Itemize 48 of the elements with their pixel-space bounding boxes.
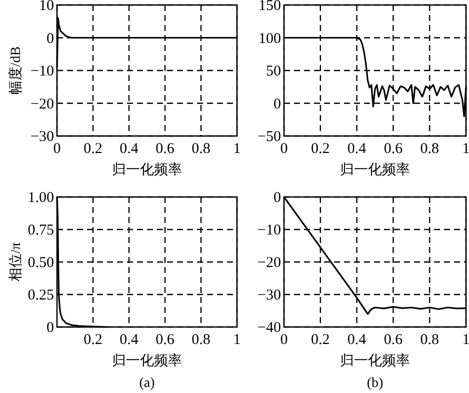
x-tick-label: 1 [462,141,469,157]
x-axis-title: 归一化频率 [340,353,410,369]
y-tick-label: 0.75 [28,222,54,238]
y-tick-label: 100 [258,30,281,47]
x-tick-label: 0.6 [384,141,404,157]
text: (a) [139,376,156,391]
x-tick-label: 1 [233,141,241,157]
x-tick-label: 0.2 [84,332,102,348]
x-tick-label: 0.8 [420,141,439,157]
x-tick-label: 0.6 [156,141,175,157]
y-axis-title: 幅度/dB [8,46,24,95]
y-tick-label: 50 [266,64,281,80]
y-tick-label: 0.50 [28,255,54,271]
y-tick-label: −20 [30,96,54,112]
y-tick-label: −10 [258,222,281,238]
x-tick-label: 0.8 [192,332,210,348]
y-tick-label: −50 [258,129,281,145]
x-axis-title: 归一化频率 [340,162,410,178]
y-tick-label: −30 [30,129,54,145]
text: (b) [366,376,384,391]
y-tick-label: 10 [39,0,54,14]
x-tick-label: 0.4 [347,332,367,348]
x-tick-label: 0.6 [156,332,175,348]
x-tick-label: 0.4 [120,332,139,348]
y-tick-label: 150 [258,0,281,14]
x-axis-title: 归一化频率 [112,353,182,369]
y-tick-label: −10 [30,64,54,80]
y-tick-label: 0 [274,96,281,112]
y-tick-label: 0 [274,190,281,206]
y-tick-label: −40 [258,320,281,336]
y-tick-label: 0 [46,30,54,47]
y-axis-title: 相位/π [8,242,24,282]
x-tick-label: 0.2 [84,141,102,157]
y-tick-label: 0.25 [28,288,54,304]
y-tick-label: 0 [46,320,54,336]
x-tick-label: 0.4 [347,141,367,157]
y-tick-label: −30 [258,288,281,304]
x-tick-label: 0.6 [384,332,404,348]
x-tick-label: 1 [462,332,469,348]
x-tick-label: 0.2 [311,141,330,157]
y-tick-label: 1.00 [28,190,54,206]
x-tick-label: 0.8 [192,141,210,157]
x-tick-label: 0.4 [120,141,139,157]
x-tick-label: 1 [233,332,241,348]
x-axis-title: 归一化频率 [112,162,182,178]
x-tick-label: 0.2 [311,332,330,348]
x-tick-label: 0.8 [420,332,439,348]
y-tick-label: −20 [258,255,281,271]
